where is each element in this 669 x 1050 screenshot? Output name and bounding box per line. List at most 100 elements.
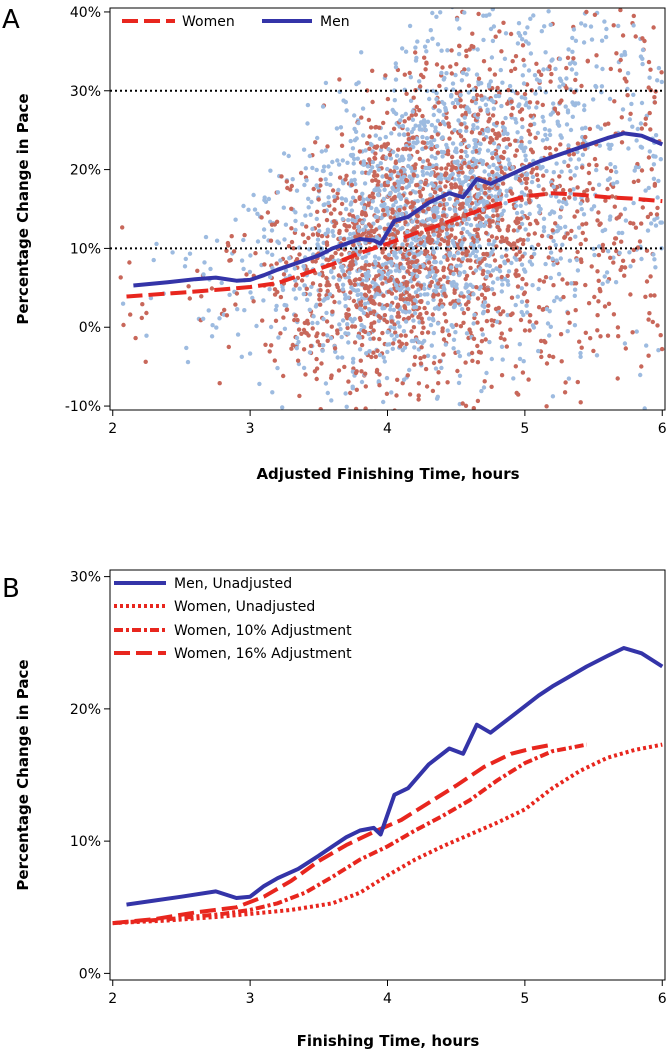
women-data-point bbox=[535, 221, 540, 226]
men-data-point bbox=[154, 241, 159, 247]
men-data-point bbox=[286, 153, 291, 159]
men-data-point bbox=[464, 128, 469, 134]
women-data-point bbox=[265, 210, 271, 215]
women-data-point bbox=[316, 223, 321, 228]
women-data-point bbox=[618, 212, 623, 217]
women-data-point bbox=[513, 54, 519, 59]
women-data-point bbox=[377, 383, 382, 388]
panel-a-y-tick-label: 30% bbox=[70, 84, 101, 100]
women-data-point bbox=[553, 147, 559, 152]
women-data-point bbox=[224, 248, 229, 253]
women-data-point bbox=[354, 387, 359, 392]
men-data-point bbox=[451, 240, 456, 246]
men-data-point bbox=[551, 101, 556, 106]
men-data-point bbox=[481, 309, 486, 314]
women-data-point bbox=[442, 222, 447, 227]
women-data-point bbox=[133, 335, 138, 341]
men-data-point bbox=[456, 118, 461, 123]
panel-b-x-axis-title: Finishing Time, hours bbox=[297, 1032, 480, 1050]
women-data-point bbox=[430, 388, 436, 394]
men-data-point bbox=[358, 292, 364, 297]
men-data-point bbox=[494, 319, 500, 324]
women-data-point bbox=[575, 141, 581, 146]
men-data-point bbox=[355, 292, 360, 298]
men-data-point bbox=[389, 390, 394, 395]
men-data-point bbox=[343, 391, 348, 396]
men-data-point bbox=[348, 202, 353, 207]
women-data-point bbox=[606, 301, 612, 306]
men-data-point bbox=[408, 166, 414, 171]
men-data-point bbox=[262, 195, 267, 200]
women-data-point bbox=[412, 0, 416, 1]
women-data-point bbox=[269, 222, 275, 227]
men-data-point bbox=[632, 168, 637, 173]
women-data-point bbox=[382, 212, 387, 217]
women-data-point bbox=[281, 373, 286, 379]
men-data-point bbox=[328, 171, 333, 177]
women-data-point bbox=[495, 224, 500, 230]
men-data-point bbox=[456, 51, 462, 57]
women-data-point bbox=[548, 79, 553, 84]
women-data-point bbox=[466, 83, 472, 88]
men-data-point bbox=[449, 265, 454, 270]
women-data-point bbox=[389, 319, 394, 324]
men-data-point bbox=[315, 135, 320, 141]
men-data-point bbox=[514, 120, 519, 125]
men-data-point bbox=[639, 100, 645, 106]
men-data-point bbox=[346, 331, 351, 336]
men-data-point bbox=[463, 285, 468, 290]
men-data-point bbox=[376, 167, 381, 172]
women-data-point bbox=[564, 86, 569, 91]
men-data-point bbox=[460, 256, 466, 261]
women-data-point bbox=[418, 361, 424, 366]
men-data-point bbox=[399, 265, 404, 270]
women-data-point bbox=[341, 237, 347, 242]
men-data-point bbox=[551, 210, 557, 215]
women-data-point bbox=[560, 277, 565, 282]
men-data-point bbox=[499, 254, 505, 259]
men-data-point bbox=[558, 78, 564, 84]
women-data-point bbox=[352, 340, 358, 345]
men-data-point bbox=[600, 228, 605, 234]
women-data-point bbox=[513, 153, 518, 158]
men-data-point bbox=[417, 320, 422, 325]
women-data-point bbox=[380, 281, 385, 286]
men-data-point bbox=[464, 221, 469, 226]
men-data-point bbox=[480, 161, 485, 167]
women-data-point bbox=[377, 125, 382, 130]
women-data-point bbox=[480, 216, 485, 222]
men-unadjusted-line bbox=[126, 646, 664, 907]
women-data-point bbox=[440, 65, 445, 70]
women-data-point bbox=[324, 319, 330, 324]
men-data-point bbox=[481, 37, 486, 43]
women-data-point bbox=[403, 333, 408, 338]
men-data-point bbox=[414, 337, 419, 342]
men-data-point bbox=[261, 298, 266, 303]
women-data-point bbox=[495, 185, 500, 190]
men-data-point bbox=[523, 227, 528, 232]
men-data-point bbox=[442, 75, 447, 81]
men-data-point bbox=[432, 354, 437, 360]
men-data-point bbox=[379, 215, 384, 220]
women-data-point bbox=[424, 384, 430, 389]
women-data-point bbox=[454, 61, 459, 67]
men-data-point bbox=[210, 323, 215, 328]
women-data-point bbox=[310, 259, 315, 264]
men-data-point bbox=[629, 101, 634, 107]
women-trend-line bbox=[126, 191, 663, 299]
men-data-point bbox=[301, 291, 306, 297]
men-data-point bbox=[300, 222, 305, 227]
men-data-point bbox=[413, 304, 419, 310]
men-data-point bbox=[364, 259, 369, 265]
men-data-point bbox=[297, 286, 302, 291]
women-data-point bbox=[348, 390, 353, 396]
men-data-point bbox=[400, 46, 405, 51]
men-data-point bbox=[627, 250, 632, 255]
women-data-point bbox=[363, 305, 368, 310]
men-data-point bbox=[262, 234, 267, 239]
women-data-point bbox=[517, 249, 522, 254]
men-data-point bbox=[452, 149, 458, 154]
men-data-point bbox=[273, 307, 279, 312]
women-data-point bbox=[468, 265, 473, 271]
women-data-point bbox=[631, 179, 637, 185]
